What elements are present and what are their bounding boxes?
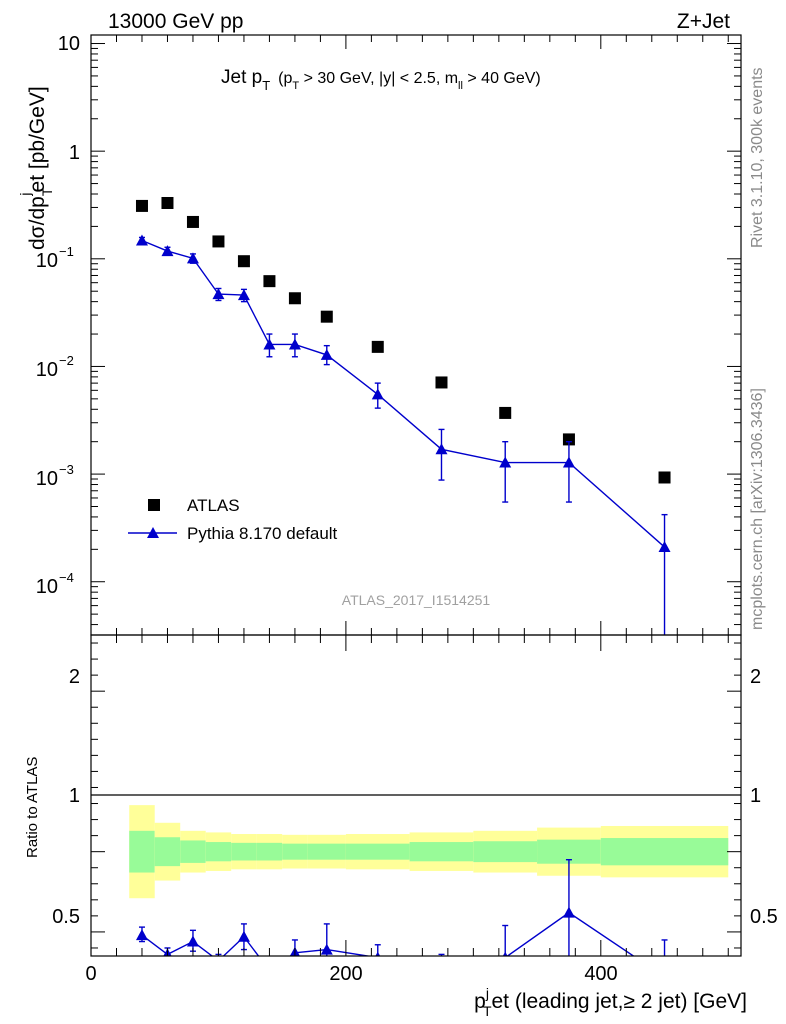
ratio-point: [562, 906, 575, 918]
band-inner: [307, 843, 346, 860]
mc-point: [435, 443, 448, 455]
mc-point: [288, 338, 301, 350]
y-tick-exp: −3: [59, 462, 74, 477]
y-tick-label-1: 1: [69, 142, 80, 164]
y-tick-base: 10: [36, 359, 58, 381]
source-label: mcplots.cern.ch [arXiv:1306.3436]: [749, 388, 766, 630]
mc-point: [161, 245, 174, 257]
atlas-point: [371, 340, 384, 353]
atlas-point: [562, 433, 575, 446]
ratio-y-tick-2-right: 2: [750, 666, 761, 688]
band-inner: [345, 843, 410, 860]
y-tick-label-10: 10: [58, 33, 80, 55]
ratio-y-tick-1-right: 1: [750, 785, 761, 807]
ratio-y-tick-1: 1: [69, 785, 80, 807]
y-tick-exp: −4: [59, 570, 74, 585]
band-inner: [600, 838, 729, 866]
band-inner: [282, 843, 308, 860]
mc-point: [499, 456, 512, 468]
y-tick-label-1e-3: 10 −3: [36, 462, 74, 490]
ratio-point: [237, 930, 250, 942]
band-inner: [154, 837, 181, 867]
analysis-watermark: ATLAS_2017_I1514251: [342, 592, 491, 608]
legend-mc-label: Pythia 8.170 default: [187, 524, 338, 543]
ratio-y-tick-0.5: 0.5: [52, 906, 80, 928]
band-inner: [409, 842, 474, 862]
y-tick-base: 10: [36, 250, 58, 272]
ratio-data-marks: [135, 859, 671, 982]
ratio-point: [435, 968, 447, 979]
mc-point: [237, 289, 250, 301]
atlas-point: [263, 275, 276, 288]
ratio-y-tick-0.5-right: 0.5: [750, 906, 778, 928]
atlas-point: [435, 376, 448, 389]
legend-mc-marker: [147, 527, 159, 538]
legend-data-marker: [148, 499, 160, 511]
mc-point: [371, 388, 384, 400]
x-tick-0: 0: [85, 963, 96, 985]
main-data-marks: [135, 196, 671, 635]
ratio-point: [186, 935, 199, 947]
ratio-frame: [90, 634, 742, 957]
plot-title: Jet pT (pT > 30 GeV, |y| < 2.5, mll > 40 …: [221, 67, 541, 93]
band-inner: [180, 840, 206, 863]
x-tick-200: 200: [329, 963, 362, 985]
y-tick-base: 10: [36, 576, 58, 598]
mc-point: [658, 541, 671, 553]
atlas-point: [135, 199, 148, 212]
y-axis-title: dσ/dpTjet [pb/GeV]: [17, 86, 55, 250]
band-inner: [231, 842, 257, 861]
band-inner: [473, 841, 538, 863]
band-inner: [205, 842, 232, 862]
uncertainty-bands: [129, 805, 729, 899]
atlas-point: [499, 406, 512, 419]
y-tick-label-1e-1: 10 −1: [36, 244, 74, 272]
y-tick-exp: −2: [59, 353, 74, 368]
y-tick-exp: −1: [59, 244, 74, 259]
main-panel: 10 1 10 −1 10 −2 10 −3 10 −4 dσ/dpTjet […: [17, 33, 742, 636]
x-tick-400: 400: [584, 963, 617, 985]
ratio-point: [659, 971, 671, 982]
main-minor-ticks: [90, 35, 741, 635]
atlas-point: [161, 196, 174, 209]
mc-point: [320, 348, 333, 360]
atlas-point: [658, 471, 671, 484]
mc-point: [212, 288, 225, 300]
energy-label: 13000 GeV pp: [108, 10, 243, 33]
main-frame: [90, 34, 742, 636]
mc-point: [562, 456, 575, 468]
atlas-point: [186, 215, 199, 228]
atlas-point: [237, 255, 250, 268]
legend-data-label: ATLAS: [187, 496, 240, 515]
ratio-ticks: [90, 635, 741, 956]
ratio-point: [502, 951, 508, 956]
atlas-point: [212, 235, 225, 248]
x-axis-title: pj Tet (leading jet,≥ 2 jet) [GeV]: [474, 985, 747, 1019]
mc-point: [135, 234, 148, 246]
mc-point: [263, 338, 276, 350]
atlas-point: [320, 310, 333, 323]
ratio-point: [375, 951, 381, 956]
process-label: Z+Jet: [677, 10, 730, 33]
ratio-y-tick-2: 2: [69, 666, 80, 688]
ratio-panel: 2 1 0.5 2 1 0.5 Ratio to ATLAS 0 200 400…: [24, 634, 778, 1019]
legend: ATLAS Pythia 8.170 default: [128, 496, 338, 543]
rivet-label: Rivet 3.1.10, 300k events: [749, 67, 766, 248]
ratio-point: [320, 943, 333, 955]
band-inner: [256, 842, 283, 861]
ratio-point: [135, 929, 148, 941]
ratio-point: [263, 964, 275, 975]
band-inner: [129, 830, 155, 873]
atlas-point: [288, 292, 301, 305]
ratio-y-axis-title: Ratio to ATLAS: [24, 757, 41, 858]
mc-point: [186, 252, 199, 264]
y-tick-base: 10: [36, 468, 58, 490]
y-tick-label-1e-4: 10 −4: [36, 570, 74, 598]
y-tick-label-1e-2: 10 −2: [36, 353, 74, 381]
